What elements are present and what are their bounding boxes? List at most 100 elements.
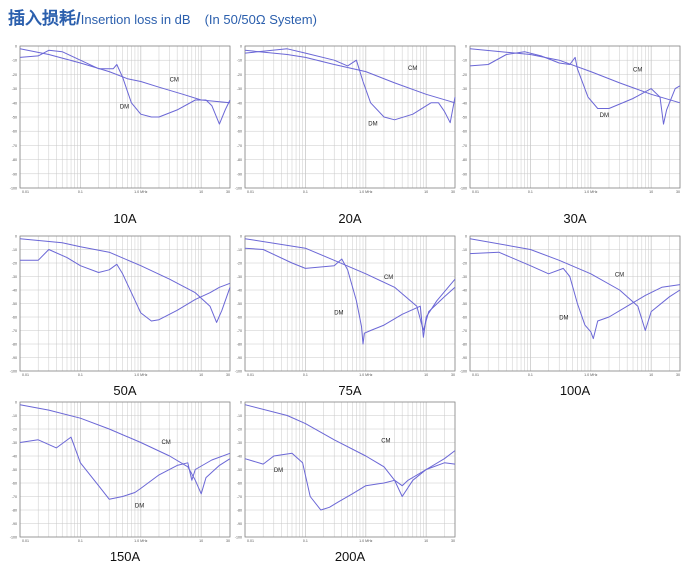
- y-tick-label: -10: [12, 248, 17, 252]
- chart-svg: 0 -10 -20 -30 -40 -50 -60 -70 -80 -90 -100 0.01 0.1 1…: [235, 45, 456, 194]
- y-tick-label: -10: [462, 59, 467, 63]
- series-line-cm: [469, 238, 681, 331]
- y-tick-label: -10: [237, 59, 242, 63]
- y-tick-label: -20: [12, 73, 17, 77]
- chart-caption: 10A: [113, 211, 137, 226]
- series-line-cm: [469, 48, 681, 104]
- chart-caption: 100A: [559, 383, 591, 398]
- y-tick-label: -100: [235, 187, 242, 191]
- series-label-cm: CM: [408, 66, 417, 72]
- y-tick-label: -90: [462, 356, 467, 360]
- y-tick-label: -10: [462, 248, 467, 252]
- y-tick-label: -20: [12, 428, 17, 432]
- series-line-dm: [19, 436, 231, 500]
- y-tick-label: 0: [465, 45, 467, 49]
- y-tick-label: -50: [237, 116, 242, 120]
- y-tick-label: -70: [12, 329, 17, 333]
- y-tick-label: -70: [12, 144, 17, 148]
- y-tick-label: -40: [237, 455, 242, 459]
- y-tick-label: -60: [237, 482, 242, 486]
- y-tick-label: -70: [462, 144, 467, 148]
- y-tick-label: -20: [237, 262, 242, 266]
- title-english: Insertion loss in dB: [80, 12, 191, 27]
- series-label-cm: CM: [170, 78, 179, 84]
- series-line-dm: [20, 249, 231, 322]
- x-tick-label: 0.1: [78, 190, 83, 194]
- chart-panel-75a: 0 -10 -20 -30 -40 -50 -60 -70 -80 -90 -100 0.01 0.1 1…: [235, 235, 456, 377]
- chart-caption: 150A: [109, 549, 141, 564]
- y-tick-label: -60: [462, 130, 467, 134]
- x-tick-label: 1.0 MHz: [134, 190, 148, 194]
- x-tick-label: 1.0 MHz: [584, 190, 598, 194]
- x-tick-label: 0.1: [303, 373, 308, 377]
- y-tick-label: -70: [237, 495, 242, 499]
- plot-frame: [469, 45, 681, 189]
- y-tick-label: -60: [237, 316, 242, 320]
- y-tick-label: -40: [237, 101, 242, 105]
- y-tick-label: -100: [235, 536, 242, 540]
- series-label-cm: CM: [633, 68, 642, 74]
- x-tick-label: 30: [226, 539, 230, 543]
- x-tick-label: 1.0 MHz: [134, 539, 148, 543]
- y-tick-label: 0: [240, 235, 242, 239]
- x-tick-label: 1.0 MHz: [359, 373, 373, 377]
- series-label-dm: DM: [368, 122, 377, 128]
- x-tick-label: 0.1: [78, 373, 83, 377]
- y-tick-label: -20: [462, 73, 467, 77]
- x-tick-label: 30: [226, 190, 230, 194]
- y-tick-label: -30: [237, 87, 242, 91]
- x-tick-label: 1.0 MHz: [134, 373, 148, 377]
- chart-svg: 0 -10 -20 -30 -40 -50 -60 -70 -80 -90 -100 0.01 0.1 1…: [10, 235, 231, 377]
- chart-caption: 75A: [338, 383, 362, 398]
- x-tick-label: 30: [676, 190, 680, 194]
- y-tick-label: -70: [237, 329, 242, 333]
- chart-caption: 50A: [113, 383, 137, 398]
- y-tick-label: -60: [12, 130, 17, 134]
- y-tick-label: -10: [12, 59, 17, 63]
- y-tick-label: -80: [237, 343, 242, 347]
- y-tick-label: -80: [462, 158, 467, 162]
- y-tick-label: -20: [237, 73, 242, 77]
- series-line-cm: [244, 49, 456, 104]
- y-tick-label: -90: [12, 522, 17, 526]
- grid: [244, 401, 456, 538]
- x-tick-label: 10: [424, 539, 428, 543]
- x-tick-label: 30: [676, 373, 680, 377]
- y-tick-label: 0: [465, 235, 467, 239]
- chart-panel-20a: 0 -10 -20 -30 -40 -50 -60 -70 -80 -90 -100 0.01 0.1 1…: [235, 45, 456, 194]
- chart-svg: 0 -10 -20 -30 -40 -50 -60 -70 -80 -90 -100 0.01 0.1 1…: [235, 235, 456, 377]
- plot-frame: [19, 235, 231, 372]
- x-tick-label: 30: [451, 539, 455, 543]
- series-line-cm: [19, 404, 231, 495]
- y-tick-label: -90: [237, 356, 242, 360]
- plot-frame: [244, 401, 456, 538]
- x-tick-label: 0.1: [528, 190, 533, 194]
- x-tick-label: 0.01: [22, 373, 29, 377]
- title-chinese: 插入损耗/: [8, 9, 81, 28]
- y-tick-label: -40: [462, 289, 467, 293]
- series-label-dm: DM: [135, 503, 144, 509]
- series-label-cm: CM: [381, 439, 390, 445]
- chart-panel-100a: 0 -10 -20 -30 -40 -50 -60 -70 -80 -90 -100 0.01 0.1 1…: [460, 235, 681, 377]
- y-tick-label: -90: [12, 356, 17, 360]
- y-tick-label: -100: [460, 370, 467, 374]
- chart-svg: 0 -10 -20 -30 -40 -50 -60 -70 -80 -90 -100 0.01 0.1 1…: [10, 45, 231, 194]
- y-tick-label: -30: [12, 275, 17, 279]
- y-tick-label: 0: [240, 401, 242, 405]
- series-label-dm: DM: [274, 468, 283, 474]
- series-label-cm: CM: [384, 275, 393, 281]
- y-tick-label: -40: [12, 101, 17, 105]
- x-tick-label: 1.0 MHz: [584, 373, 598, 377]
- y-tick-label: -30: [237, 275, 242, 279]
- x-tick-label: 0.01: [22, 190, 29, 194]
- y-tick-label: -70: [462, 329, 467, 333]
- y-tick-label: 0: [240, 45, 242, 49]
- y-tick-label: -20: [462, 262, 467, 266]
- title-system: (In 50/50Ω System): [204, 12, 317, 27]
- chart-svg: 0 -10 -20 -30 -40 -50 -60 -70 -80 -90 -100 0.01 0.1 1…: [460, 45, 681, 194]
- y-tick-label: -90: [12, 172, 17, 176]
- x-tick-label: 30: [451, 190, 455, 194]
- grid: [19, 235, 231, 372]
- y-tick-label: -50: [12, 116, 17, 120]
- x-tick-label: 30: [226, 373, 230, 377]
